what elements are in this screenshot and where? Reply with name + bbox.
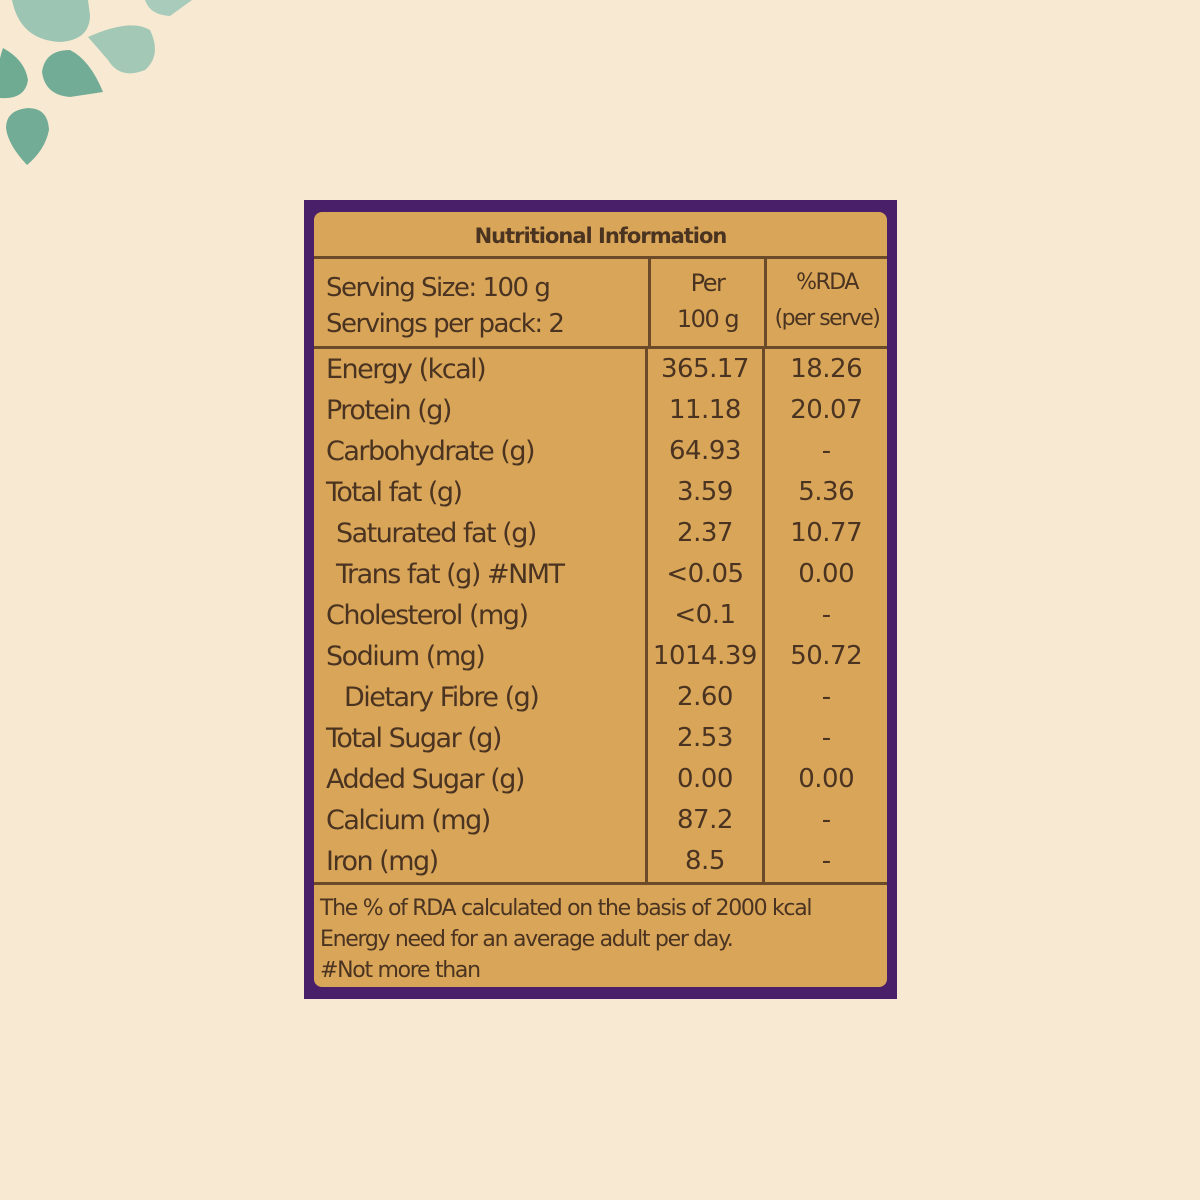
per-line1: Per: [690, 269, 726, 297]
per-100g-value: 64.93: [644, 431, 763, 472]
nutrition-label-frame: Nutritional Information Serving Size: 10…: [304, 200, 897, 999]
column-header-per-100g: Per 100 g: [648, 259, 764, 346]
table-row: Cholesterol (mg) <0.1-: [314, 595, 887, 636]
nutrient-name: Dietary Fibre (g): [344, 682, 540, 713]
rda-value: 18.26: [762, 349, 887, 390]
rda-value: -: [762, 595, 887, 636]
per-100g-value: 1014.39: [644, 636, 763, 677]
rda-value: 10.77: [762, 513, 887, 554]
nutrient-name: Calcium (mg): [326, 805, 491, 836]
footnote: The % of RDA calculated on the basis of …: [314, 882, 887, 994]
nutrient-name: Saturated fat (g): [336, 518, 537, 549]
nutrient-name: Cholesterol (mg): [326, 600, 529, 631]
table-row: Carbohydrate (g) 64.93-: [314, 431, 887, 472]
footnote-line: #Not more than: [320, 958, 481, 983]
rda-value: 50.72: [762, 636, 887, 677]
per-100g-value: 365.17: [644, 349, 763, 390]
per-100g-value: 2.53: [644, 718, 763, 759]
per-100g-value: 2.37: [644, 513, 763, 554]
nutrient-name: Protein (g): [326, 395, 452, 426]
leaf-decoration: [0, 0, 192, 165]
footnote-line: Energy need for an average adult per day…: [320, 927, 734, 952]
nutrition-label: Nutritional Information Serving Size: 10…: [314, 212, 887, 987]
nutrient-name: Trans fat (g) #NMT: [336, 559, 565, 590]
rda-value: -: [762, 677, 887, 718]
table-row: Calcium (mg) 87.2-: [314, 800, 887, 841]
nutrient-name: Carbohydrate (g): [326, 436, 536, 467]
serving-info: Serving Size: 100 g Servings per pack: 2: [314, 264, 648, 342]
per-100g-value: <0.1: [644, 595, 763, 636]
nutrient-name: Iron (mg): [326, 846, 439, 877]
rda-value: 0.00: [762, 554, 887, 595]
per-100g-value: 0.00: [644, 759, 763, 800]
serving-size: Serving Size: 100 g: [326, 272, 551, 303]
per-100g-value: 87.2: [644, 800, 763, 841]
table-row: Total fat (g) 3.59 5.36: [314, 472, 887, 513]
rda-value: 5.36: [762, 472, 887, 513]
rda-line1: %RDA: [796, 270, 859, 295]
rda-value: -: [762, 718, 887, 759]
rda-value: 0.00: [762, 759, 887, 800]
per-100g-value: 3.59: [644, 472, 763, 513]
table-row: Saturated fat (g) 2.37 10.77: [314, 513, 887, 554]
nutrient-name: Sodium (mg): [326, 641, 486, 672]
nutrient-name: Energy (kcal): [326, 354, 487, 385]
nutrient-name: Total Sugar (g): [326, 723, 502, 754]
per-100g-value: 11.18: [644, 390, 763, 431]
rda-value: -: [762, 431, 887, 472]
table-row: Sodium (mg) 1014.39 50.72: [314, 636, 887, 677]
table-row: Total Sugar (g) 2.53-: [314, 718, 887, 759]
table-row: Added Sugar (g) 0.00 0.00: [314, 759, 887, 800]
column-header-rda: %RDA (per serve): [764, 259, 887, 346]
servings-per-pack: Servings per pack: 2: [326, 308, 565, 339]
nutrient-name: Total fat (g): [326, 477, 463, 508]
table-row: Dietary Fibre (g) 2.60-: [314, 677, 887, 718]
nutrient-name: Added Sugar (g): [326, 764, 525, 795]
table-header: Serving Size: 100 g Servings per pack: 2…: [314, 259, 887, 349]
rda-value: -: [762, 841, 887, 882]
label-title: Nutritional Information: [314, 212, 887, 259]
per-100g-value: 2.60: [644, 677, 763, 718]
table-row: Trans fat (g) #NMT <0.05 0.00: [314, 554, 887, 595]
rda-line2: (per serve): [774, 306, 881, 331]
per-100g-value: <0.05: [644, 554, 763, 595]
nutrition-table: Serving Size: 100 g Servings per pack: 2…: [314, 259, 887, 882]
footnote-line: The % of RDA calculated on the basis of …: [320, 896, 813, 921]
table-row: Iron (mg) 8.5-: [314, 841, 887, 882]
per-100g-value: 8.5: [644, 841, 763, 882]
table-row: Energy (kcal) 365.17 18.26: [314, 349, 887, 390]
table-body: Energy (kcal) 365.17 18.26 Protein (g) 11.18…: [314, 349, 887, 882]
per-line2: 100 g: [676, 305, 740, 333]
rda-value: 20.07: [762, 390, 887, 431]
table-row: Protein (g) 11.18 20.07: [314, 390, 887, 431]
rda-value: -: [762, 800, 887, 841]
